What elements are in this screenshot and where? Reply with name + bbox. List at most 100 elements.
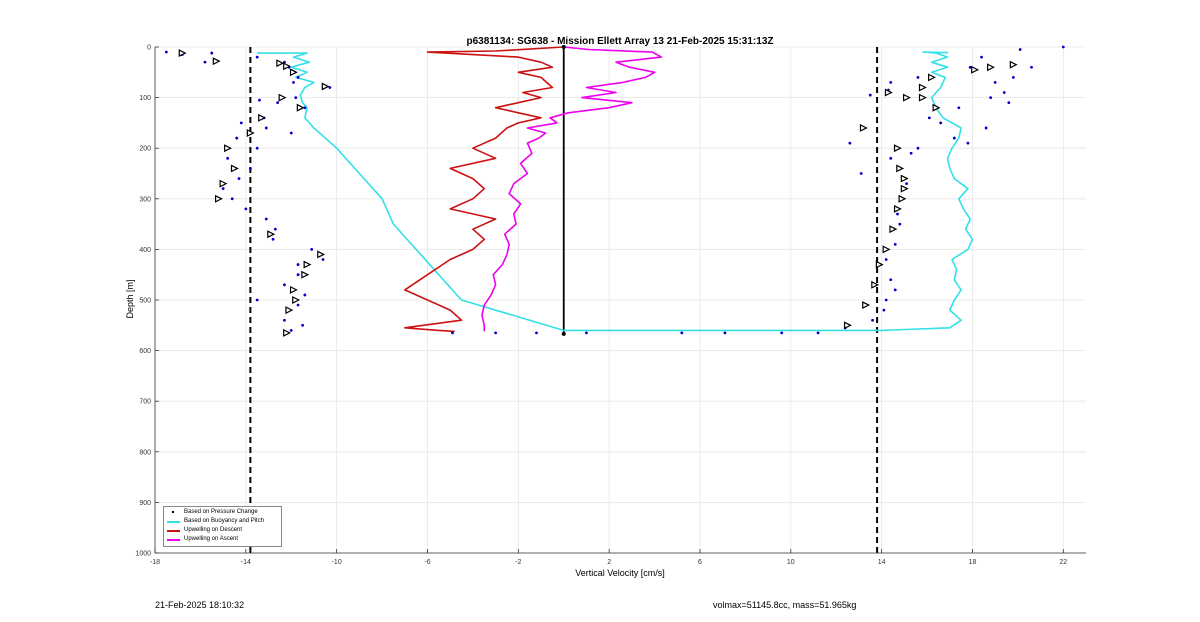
y-tick-label: 1000	[135, 551, 151, 558]
data-point	[230, 197, 234, 201]
data-point	[301, 323, 304, 327]
data-point	[884, 298, 888, 302]
x-tick-label: 18	[969, 559, 977, 566]
legend-item-ascent: Upwelling on Ascent	[164, 535, 281, 544]
triangle-marker	[283, 328, 292, 337]
data-point	[258, 98, 261, 102]
x-axis-label: Vertical Velocity [cm/s]	[575, 568, 665, 578]
footer-vehicle-params: volmax=51145.8cc, mass=51.965kg	[713, 600, 857, 610]
axes-layer: -18 -14 -10 -6 -2 2 6 10 14 18 22 0 100 200 300 400 500 6…	[135, 45, 1086, 566]
data-point	[957, 106, 961, 110]
data-point	[296, 263, 300, 266]
triangle-marker	[875, 260, 884, 269]
data-point	[909, 151, 913, 155]
triangle-marker	[285, 306, 294, 315]
triangle-marker	[178, 49, 187, 58]
triangle-marker	[219, 179, 228, 188]
data-point	[248, 167, 252, 170]
data-point	[896, 212, 899, 216]
series-layer	[164, 45, 1065, 337]
triangle-marker	[212, 57, 221, 66]
data-point	[164, 50, 168, 54]
data-point	[680, 331, 684, 335]
y-axis-label: Depth [m]	[125, 279, 135, 318]
data-point	[283, 318, 286, 322]
data-point	[276, 101, 280, 105]
series-line	[481, 46, 663, 332]
data-point	[989, 96, 993, 99]
data-point	[328, 86, 332, 89]
y-tick-label: 100	[139, 95, 151, 102]
triangle-marker	[301, 270, 310, 279]
legend-marker-dot	[172, 511, 174, 513]
triangle-marker	[283, 62, 292, 71]
data-point	[993, 81, 997, 84]
zero-end-point	[561, 331, 566, 336]
data-point	[966, 141, 970, 145]
legend-item-buoyancy: Based on Buoyancy and Pitch	[164, 517, 281, 526]
data-point	[859, 172, 863, 175]
triangle-marker	[276, 59, 285, 68]
triangle-marker	[1009, 60, 1018, 69]
data-point	[898, 222, 902, 226]
legend-item-pressure: Based on Pressure Change	[164, 508, 281, 517]
series-line	[257, 51, 974, 332]
data-point	[848, 141, 852, 145]
zero-start-point	[561, 45, 566, 49]
data-point	[1002, 91, 1006, 94]
x-tick-label: 6	[698, 559, 702, 566]
legend-label-buoyancy: Based on Buoyancy and Pitch	[184, 518, 265, 524]
data-point	[1011, 75, 1015, 79]
triangle-marker	[987, 63, 995, 72]
triangle-marker	[918, 93, 927, 102]
data-point	[303, 106, 307, 110]
series-line	[403, 46, 564, 333]
data-point	[889, 81, 893, 84]
data-point	[235, 136, 239, 140]
triangle-marker	[289, 285, 298, 294]
triangle-marker	[214, 194, 223, 203]
x-tick-label: 2	[607, 559, 611, 566]
y-tick-label: 500	[139, 298, 151, 305]
triangle-marker	[893, 204, 902, 213]
triangle-marker	[871, 280, 880, 289]
data-point	[893, 242, 897, 246]
triangle-marker	[843, 321, 852, 330]
data-point	[980, 55, 983, 59]
triangle-marker	[884, 88, 893, 97]
data-point	[882, 308, 886, 312]
data-point	[264, 126, 268, 130]
data-point	[273, 227, 277, 231]
data-point	[780, 331, 784, 335]
triangle-marker	[278, 93, 287, 102]
triangle-marker	[971, 65, 980, 74]
triangle-marker	[862, 301, 871, 310]
y-tick-label: 600	[139, 348, 151, 355]
y-tick-label: 900	[139, 500, 151, 507]
data-point	[968, 65, 972, 69]
data-point	[294, 96, 298, 99]
data-point	[939, 121, 943, 125]
y-tick-label: 800	[139, 449, 151, 456]
data-point	[927, 116, 931, 120]
triangle-marker	[896, 164, 905, 173]
triangle-marker	[900, 174, 909, 183]
data-point	[916, 75, 920, 79]
legend: Based on Pressure Change Based on Buoyan…	[163, 506, 282, 547]
data-point	[244, 207, 248, 211]
data-point	[1018, 48, 1022, 51]
triangle-marker	[289, 68, 298, 77]
triangle-marker	[267, 230, 276, 239]
legend-line-magenta	[167, 539, 180, 541]
legend-item-descent: Upwelling on Descent	[164, 526, 281, 535]
data-point	[585, 331, 588, 335]
legend-line-cyan	[167, 521, 180, 523]
data-point	[255, 146, 259, 150]
data-point	[296, 303, 300, 307]
data-point	[889, 278, 893, 282]
x-tick-label: -10	[332, 559, 342, 566]
data-point	[1030, 65, 1033, 69]
triangle-marker	[889, 225, 898, 234]
triangle-marker	[859, 123, 868, 132]
y-tick-label: 0	[147, 45, 151, 52]
